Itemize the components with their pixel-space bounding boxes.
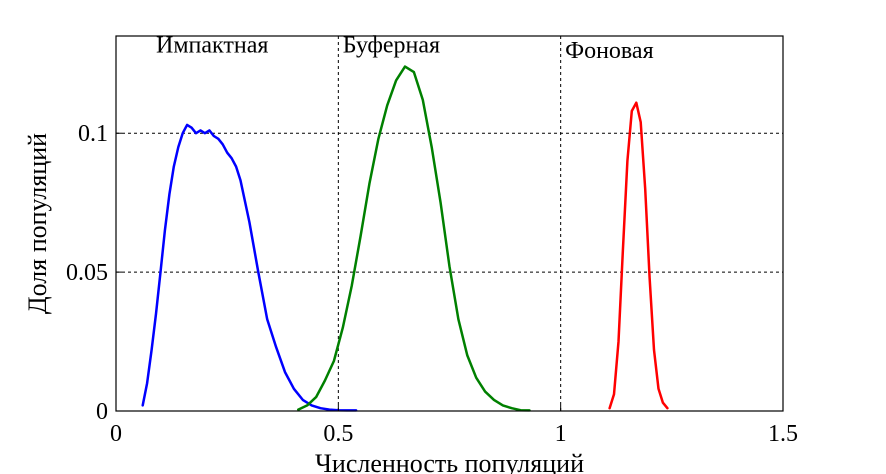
- region-label: Фоновая: [565, 38, 654, 64]
- grid: [116, 36, 783, 411]
- y-tick-label: 0: [96, 399, 108, 425]
- y-tick-label: 0.1: [78, 121, 108, 147]
- series-line-2: [297, 65, 531, 412]
- y-tick-label: 0.05: [66, 260, 108, 286]
- x-tick-label: 1: [555, 421, 567, 447]
- series-line-3: [608, 101, 669, 410]
- x-axis-title: Численность популяций: [315, 449, 584, 474]
- axis-ticks: 0 0.5 1 1.5 0 0.05 0.1: [66, 121, 798, 447]
- series-line-1: [141, 123, 358, 412]
- series-lines: [141, 65, 669, 412]
- x-tick-label: 0: [110, 421, 122, 447]
- region-label: Импактная: [156, 33, 268, 59]
- x-tick-label: 0.5: [323, 421, 353, 447]
- x-tick-label: 1.5: [768, 421, 798, 447]
- region-labels: Импактная Буферная Фоновая: [156, 33, 654, 65]
- plot-frame: [115, 35, 784, 412]
- y-axis-title: Доля популяций: [23, 133, 52, 314]
- region-label: Буферная: [343, 33, 440, 59]
